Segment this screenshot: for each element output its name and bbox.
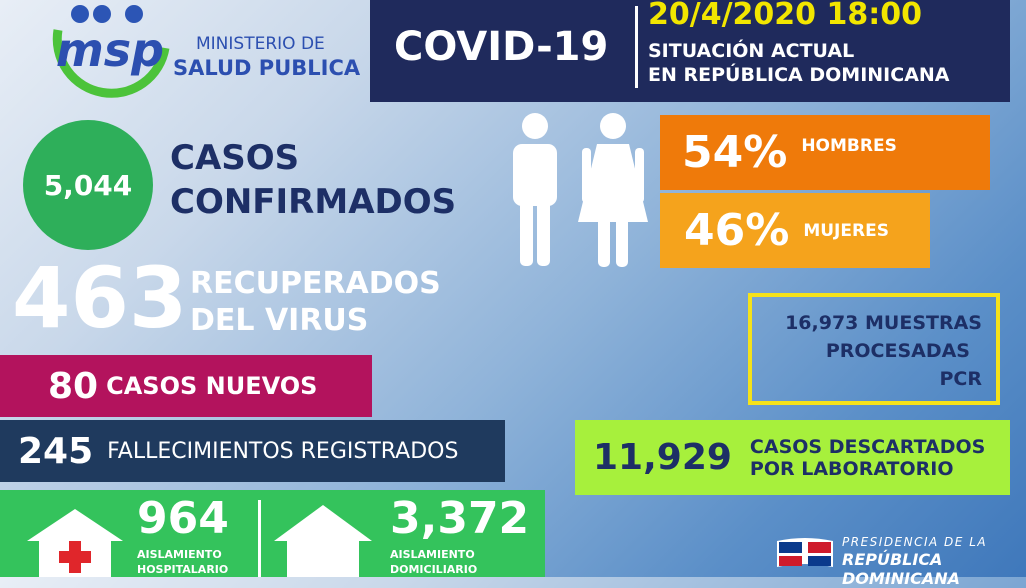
ministry-line: SALUD PUBLICA: [173, 56, 361, 80]
discarded-label: CASOS DESCARTADOS: [749, 435, 986, 458]
home-icon: [274, 505, 372, 577]
header-title: COVID-19: [394, 24, 609, 70]
men-percent: 54%: [682, 127, 788, 178]
tests-line: PCR: [939, 368, 983, 390]
tests-box: 16,973 MUESTRAS PROCESADAS PCR: [748, 293, 1000, 405]
flag-icon: [777, 538, 833, 567]
new-cases-value: 80: [48, 365, 99, 407]
discarded-value: 11,929: [593, 437, 732, 478]
hospital-label: HOSPITALARIO: [137, 563, 229, 576]
logo-text: msp: [56, 23, 164, 77]
recovered-value: 463: [12, 249, 188, 347]
women-band: 46% MUJERES: [660, 193, 930, 268]
confirmed-label: CASOS: [170, 138, 300, 178]
hospital-label: AISLAMIENTO: [137, 548, 222, 561]
footer-line: REPÚBLICA DOMINICANA: [842, 550, 960, 588]
men-label: HOMBRES: [801, 135, 897, 156]
people-icon: [513, 113, 648, 267]
recovered-label: DEL VIRUS: [190, 303, 369, 338]
ministry-line: MINISTERIO DE: [196, 34, 325, 54]
date-time: 20/4/2020 18:00: [648, 0, 922, 32]
hospital-icon: [27, 509, 123, 577]
discarded-label: POR LABORATORIO: [749, 457, 954, 480]
home-value: 3,372: [390, 493, 530, 544]
hospital-value: 964: [137, 493, 229, 544]
discarded-band: 11,929 CASOS DESCARTADOS POR LABORATORIO: [575, 420, 1010, 495]
header-band: [370, 0, 1010, 102]
deaths-band: 245 FALLECIMIENTOS REGISTRADOS: [0, 420, 505, 482]
home-label: AISLAMIENTO: [390, 548, 475, 561]
header-subtitle: EN REPÚBLICA DOMINICANA: [648, 64, 950, 86]
tests-line: 16,973 MUESTRAS: [785, 312, 982, 334]
recovered-label: RECUPERADOS: [190, 266, 441, 301]
confirmed-label: CONFIRMADOS: [170, 182, 457, 222]
divider: [635, 6, 638, 88]
women-label: MUJERES: [803, 220, 889, 241]
deaths-value: 245: [18, 430, 94, 472]
header-subtitle: SITUACIÓN ACTUAL: [648, 40, 855, 62]
new-cases-label: CASOS NUEVOS: [106, 372, 318, 400]
women-percent: 46%: [684, 205, 790, 256]
new-cases-band: 80 CASOS NUEVOS: [0, 355, 372, 417]
deaths-label: FALLECIMIENTOS REGISTRADOS: [107, 438, 459, 464]
men-band: 54% HOMBRES: [660, 115, 990, 190]
confirmed-circle: 5,044: [23, 120, 153, 250]
tests-line: PROCESADAS: [825, 340, 970, 362]
footer-line: PRESIDENCIA DE LA: [842, 535, 988, 549]
home-label: DOMICILIARIO: [390, 563, 478, 576]
logo-graphic: msp: [52, 5, 170, 98]
confirmed-value: 5,044: [43, 168, 133, 202]
divider: [258, 500, 261, 577]
discarded-labels: CASOS DESCARTADOS POR LABORATORIO: [750, 436, 985, 480]
